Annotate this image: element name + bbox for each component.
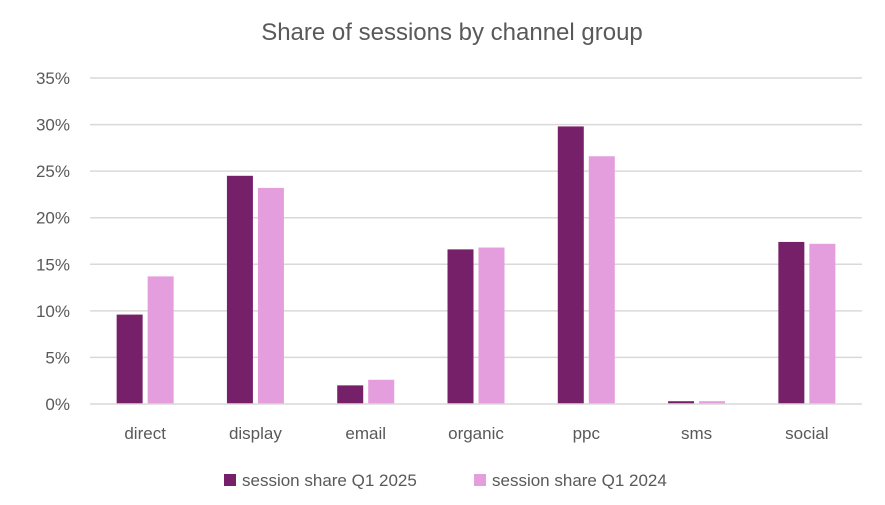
y-tick-label: 15%	[36, 255, 70, 274]
bar-sms-series-1	[668, 401, 695, 404]
x-tick-label: display	[229, 424, 282, 443]
y-tick-label: 0%	[45, 395, 70, 414]
bar-social-series-2	[809, 243, 836, 404]
bar-email-series-2	[368, 379, 395, 404]
chart-title: Share of sessions by channel group	[261, 19, 643, 46]
bar-organic-series-1	[447, 249, 474, 404]
bar-ppc-series-1	[557, 126, 584, 404]
grid-layer	[90, 77, 862, 359]
x-tick-label: sms	[681, 424, 712, 443]
legend-label: session share Q1 2024	[492, 471, 667, 490]
bar-direct-series-2	[147, 276, 174, 404]
legend-label: session share Q1 2025	[242, 471, 417, 490]
bar-display-series-2	[257, 187, 284, 404]
y-tick-label: 5%	[45, 348, 70, 367]
y-tick-label: 25%	[36, 162, 70, 181]
y-tick-label: 20%	[36, 209, 70, 228]
x-tick-label: direct	[124, 424, 166, 443]
bar-ppc-series-2	[588, 156, 615, 404]
x-tick-label: organic	[448, 424, 504, 443]
x-tick-label: social	[785, 424, 828, 443]
legend-swatch	[474, 474, 486, 486]
bar-sms-series-2	[699, 401, 726, 404]
legend-swatch	[224, 474, 236, 486]
legend: session share Q1 2025 session share Q1 20…	[224, 471, 667, 490]
x-axis-tick-labels: direct display email organic ppc sms social	[124, 424, 828, 443]
bar-email-series-1	[337, 385, 364, 404]
bar-display-series-1	[226, 175, 253, 404]
y-tick-label: 10%	[36, 302, 70, 321]
x-tick-label: ppc	[573, 424, 601, 443]
y-axis-tick-labels: 0% 5% 10% 15% 20% 25% 30% 35%	[36, 69, 70, 414]
bar-organic-series-2	[478, 247, 505, 404]
bar-direct-series-1	[116, 314, 143, 404]
bars-layer	[116, 126, 836, 404]
y-tick-label: 35%	[36, 69, 70, 88]
x-tick-label: email	[345, 424, 386, 443]
y-tick-label: 30%	[36, 116, 70, 135]
bar-social-series-1	[778, 241, 805, 404]
